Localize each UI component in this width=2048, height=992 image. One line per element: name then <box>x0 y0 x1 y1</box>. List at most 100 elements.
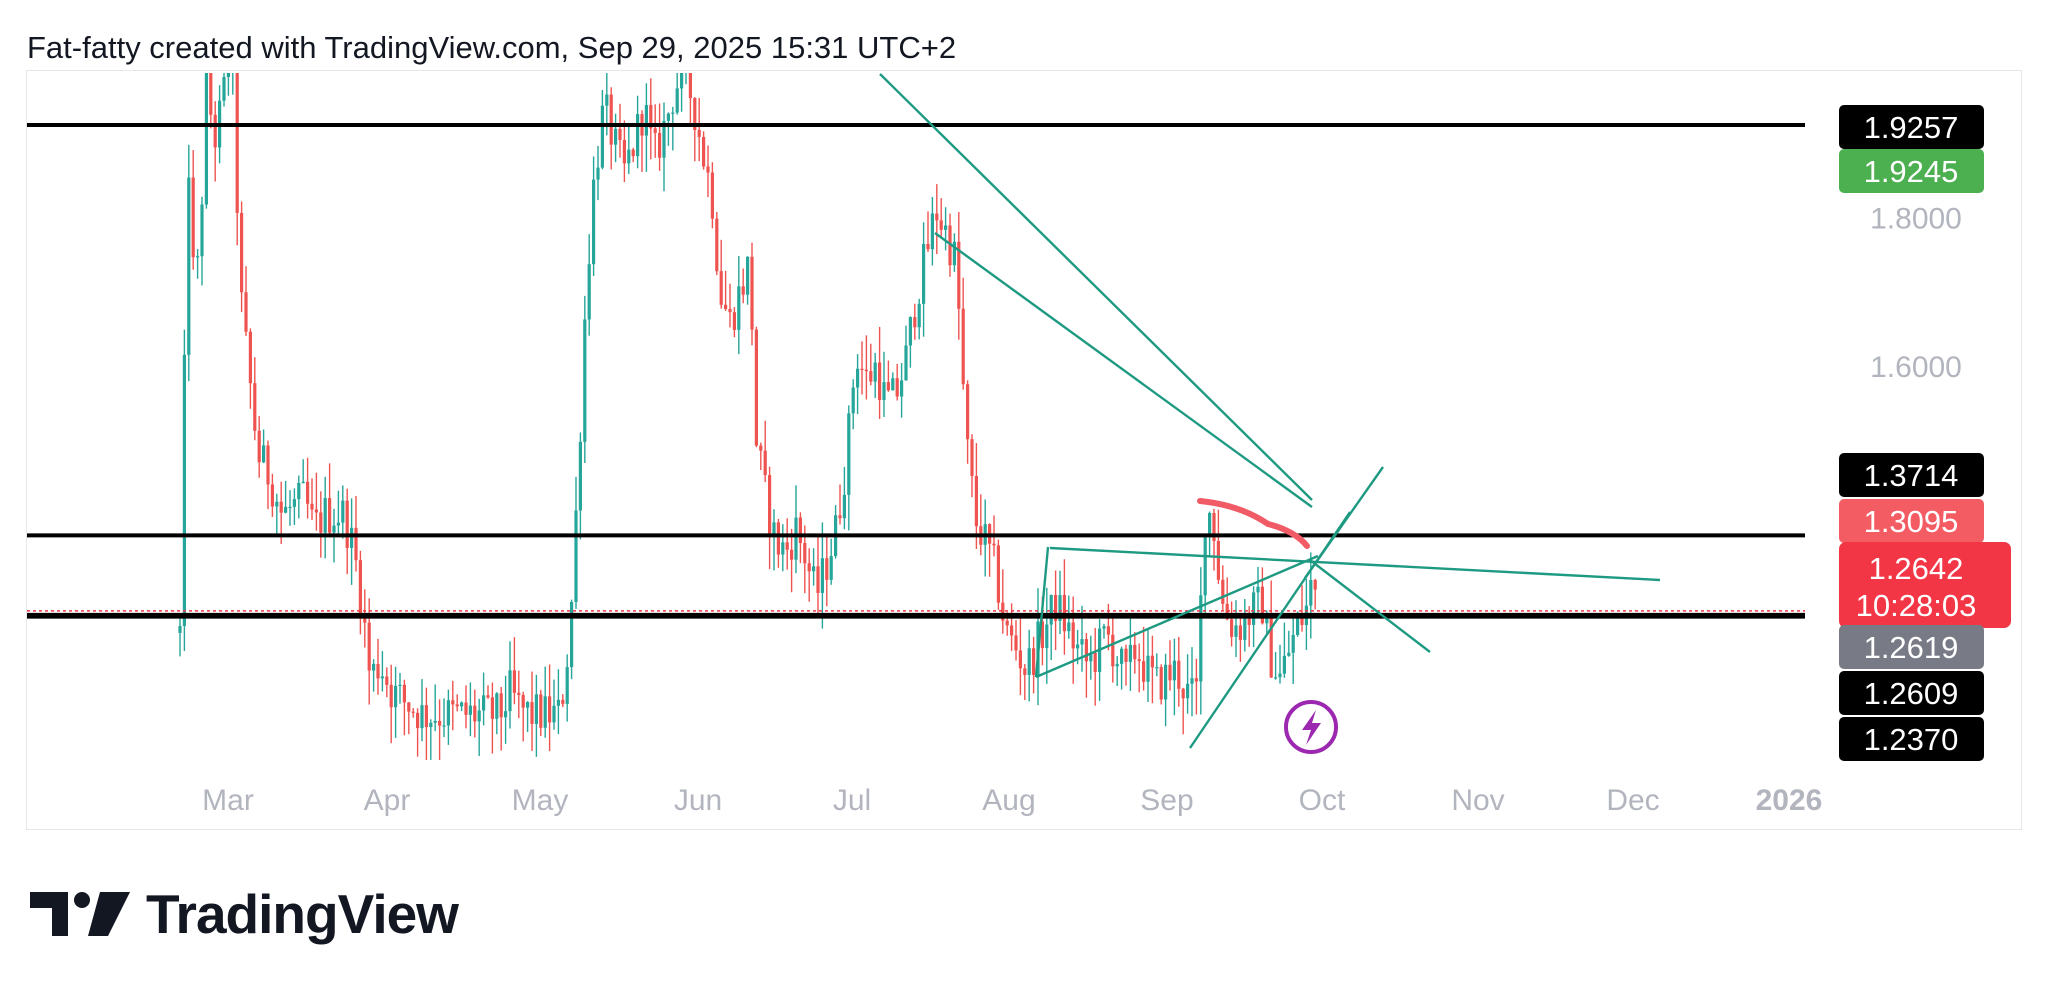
price-label-text-1.2609: 1.2609 <box>1864 676 1959 711</box>
candle-body-63 <box>451 700 455 705</box>
candle-body-237 <box>1216 541 1220 580</box>
tradingview-logo-icon <box>30 892 130 936</box>
x-axis-tick-nov: Nov <box>1451 784 1504 817</box>
candle-body-200 <box>1054 594 1058 621</box>
candle-body-5 <box>196 256 200 258</box>
candle-body-89 <box>565 667 569 704</box>
candle-body-161 <box>882 382 886 400</box>
candle-body-230 <box>1186 683 1190 699</box>
candle-body-90 <box>570 601 574 668</box>
red-trend-drawing <box>1197 498 1310 549</box>
candle-body-165 <box>900 380 904 397</box>
candle-body-167 <box>908 317 912 346</box>
candle-body-107 <box>644 105 648 136</box>
candle-body-162 <box>886 382 890 391</box>
candle-body-178 <box>957 241 961 309</box>
candle-body-22 <box>270 484 274 507</box>
candle-body-127 <box>732 312 736 330</box>
candle-body-65 <box>460 702 464 707</box>
trendline-6 <box>1035 554 1319 679</box>
candle-body-57 <box>424 705 428 728</box>
candle-body-199 <box>1049 594 1053 625</box>
candle-body-72 <box>490 697 494 719</box>
price-label-1.9245 <box>1839 149 1984 193</box>
chart-svg[interactable]: Mar Apr May Jun Jul Aug Sep Oct Nov Dec 2026 1.800… <box>0 0 2048 880</box>
candle-body-15 <box>240 212 244 293</box>
candle-body-189 <box>1005 620 1009 626</box>
candle-body-255 <box>1296 616 1300 635</box>
candle-body-66 <box>464 702 468 715</box>
candle-body-141 <box>794 517 798 560</box>
candle-body-44 <box>367 622 371 671</box>
candle-body-158 <box>869 371 873 382</box>
candle-body-130 <box>746 256 750 295</box>
candle-body-201 <box>1058 595 1062 621</box>
candle-body-175 <box>944 225 948 230</box>
candle-body-25 <box>284 506 288 513</box>
candle-body-88 <box>561 699 565 704</box>
candle-body-4 <box>191 177 195 258</box>
candle-body-115 <box>680 73 684 89</box>
candle-body-103 <box>627 149 631 164</box>
candle-body-252 <box>1282 655 1286 674</box>
candle-body-48 <box>385 676 389 685</box>
x-axis-tick-jul: Jul <box>833 784 871 817</box>
candle-body-49 <box>389 684 393 708</box>
price-label-1.9257 <box>1839 105 1984 149</box>
candle-body-227 <box>1172 660 1176 681</box>
brand-name: TradingView <box>146 883 459 945</box>
candle-body-111 <box>662 120 666 158</box>
candle-body-56 <box>420 705 424 729</box>
candle-body-100 <box>614 128 618 145</box>
candle-body-68 <box>473 705 477 722</box>
candle-body-146 <box>816 566 820 593</box>
candle-body-2 <box>182 354 186 626</box>
candle-body-219 <box>1137 659 1141 662</box>
candle-body-47 <box>380 676 384 679</box>
candle-body-105 <box>636 114 640 157</box>
candle-body-236 <box>1212 513 1216 542</box>
candle-body-34 <box>323 498 327 533</box>
candle-body-128 <box>737 286 741 330</box>
candle-body-186 <box>992 543 996 546</box>
candle-body-135 <box>768 475 772 535</box>
candle-body-207 <box>1084 639 1088 662</box>
x-axis-tick-mar: Mar <box>202 784 254 817</box>
candle-body-9 <box>213 114 217 148</box>
trendline-1 <box>879 73 1313 501</box>
candle-body-119 <box>697 129 701 137</box>
candle-body-58 <box>429 722 433 728</box>
candle-body-145 <box>812 566 816 572</box>
candle-body-137 <box>776 522 780 555</box>
candle-body-7 <box>204 73 208 205</box>
candle-body-247 <box>1260 586 1264 624</box>
candle-body-245 <box>1252 592 1256 625</box>
chart-caption: Fat-fatty created with TradingView.com, … <box>27 30 957 65</box>
lightning-icon <box>1302 710 1321 745</box>
candle-body-220 <box>1142 661 1146 682</box>
candle-body-74 <box>499 693 503 718</box>
candle-body-204 <box>1071 622 1075 649</box>
event-markers <box>1284 700 1338 754</box>
candle-body-20 <box>262 445 266 463</box>
candle-body-108 <box>649 105 653 129</box>
candle-body-46 <box>376 663 380 679</box>
candle-body-67 <box>468 705 472 715</box>
candle-body-212 <box>1106 626 1110 635</box>
candle-body-133 <box>759 445 763 451</box>
candle-body-160 <box>878 362 882 400</box>
candle-body-216 <box>1124 648 1128 662</box>
candle-body-217 <box>1128 644 1132 662</box>
candle-body-157 <box>864 369 868 372</box>
candle-body-143 <box>803 542 807 564</box>
candle-body-120 <box>702 136 706 167</box>
price-label-1.2642 <box>1839 542 2011 628</box>
candle-body-125 <box>724 304 728 309</box>
tradingview-brand[interactable]: TradingView <box>30 883 459 945</box>
candle-body-132 <box>754 329 758 446</box>
candle-body-76 <box>508 670 512 712</box>
price-label-text-1.3095: 1.3095 <box>1864 504 1959 539</box>
candle-body-246 <box>1256 586 1260 593</box>
candle-body-83 <box>539 694 543 728</box>
candle-body-18 <box>253 383 257 431</box>
